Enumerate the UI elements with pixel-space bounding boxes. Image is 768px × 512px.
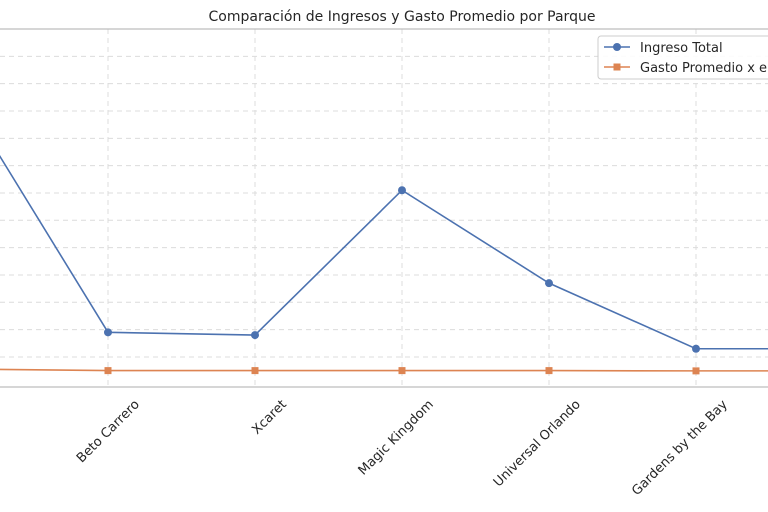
data-point-0 bbox=[398, 186, 406, 195]
grid-layer bbox=[0, 29, 768, 387]
data-point-1 bbox=[251, 367, 259, 375]
legend-marker-ingreso bbox=[613, 43, 621, 51]
data-point-0 bbox=[104, 328, 112, 337]
data-point-1 bbox=[398, 367, 406, 375]
data-point-1 bbox=[692, 367, 700, 375]
data-point-0 bbox=[251, 331, 259, 340]
series-layer bbox=[0, 154, 768, 375]
data-point-1 bbox=[545, 367, 553, 375]
legend-box bbox=[597, 35, 768, 80]
chart-title: Comparación de Ingresos y Gasto Promedio… bbox=[209, 9, 596, 25]
legend-marker-gasto bbox=[613, 63, 621, 71]
data-point-1 bbox=[104, 367, 112, 375]
data-point-0 bbox=[692, 344, 700, 353]
data-point-0 bbox=[545, 279, 553, 288]
legend: Ingreso Total Gasto Promedio x e bbox=[597, 35, 768, 80]
legend-label-ingreso: Ingreso Total bbox=[640, 41, 723, 56]
legend-label-gasto: Gasto Promedio x e bbox=[640, 61, 767, 76]
